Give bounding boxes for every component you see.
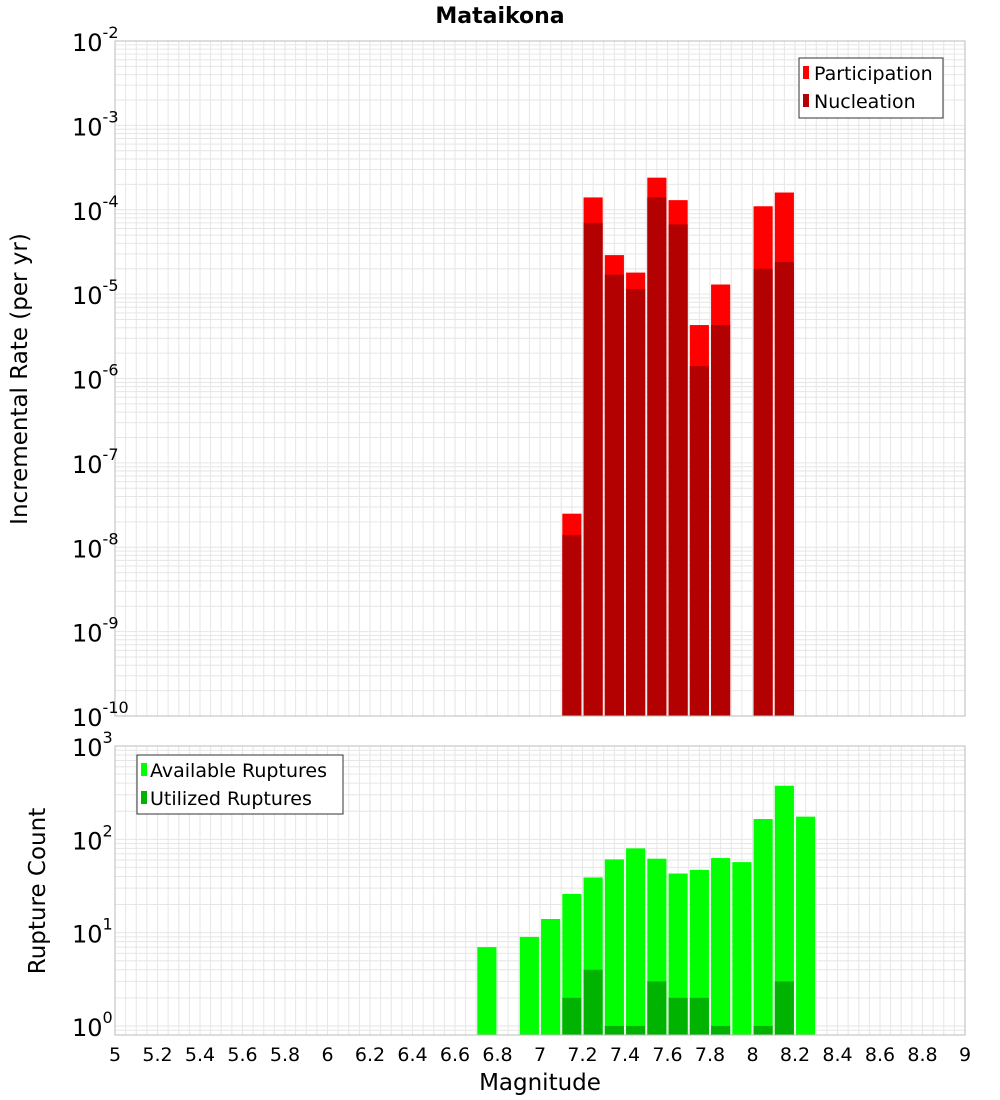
bar-available-ruptures-9: [689, 869, 709, 1035]
bottom-y-axis-label: Rupture Count: [25, 808, 51, 974]
x-tick-12: 7.4: [610, 1044, 640, 1066]
top-y-tick-1: 10-3: [72, 107, 119, 141]
bar-available-ruptures-10: [711, 858, 731, 1035]
bar-nucleation-7: [711, 325, 731, 716]
bar-nucleation-2: [604, 274, 624, 716]
x-tick-0: 5: [109, 1044, 121, 1066]
bottom-bars: [477, 785, 816, 1035]
bar-available-ruptures-1: [519, 936, 539, 1035]
bottom-y-tick-0: 103: [72, 728, 113, 762]
legend-label-participation: Participation: [814, 63, 933, 85]
bar-nucleation-1: [583, 222, 603, 716]
x-tick-15: 8: [746, 1044, 758, 1066]
x-axis-label: Magnitude: [479, 1070, 601, 1096]
bottom-y-tick-1: 102: [72, 821, 113, 855]
bar-nucleation-9: [774, 262, 794, 716]
legend-swatch-participation: [803, 66, 809, 79]
bar-utilized-ruptures-3: [626, 1025, 646, 1035]
legend-label-utilized: Utilized Ruptures: [150, 788, 312, 810]
x-tick-5: 6: [321, 1044, 333, 1066]
x-tick-18: 8.6: [865, 1044, 895, 1066]
bar-utilized-ruptures-1: [583, 969, 603, 1035]
bar-available-ruptures-13: [774, 785, 794, 1035]
bar-utilized-ruptures-0: [562, 997, 582, 1035]
top-bars: [562, 177, 794, 717]
chart-title: Mataikona: [435, 4, 564, 29]
bar-nucleation-6: [689, 366, 709, 716]
x-tick-3: 5.6: [227, 1044, 257, 1066]
top-y-tick-0: 10-2: [72, 23, 119, 57]
x-tick-6: 6.2: [355, 1044, 385, 1066]
top-plot-frame: [114, 40, 966, 717]
bar-utilized-ruptures-2: [604, 1025, 624, 1035]
x-tick-9: 6.8: [482, 1044, 512, 1066]
top-y-tick-5: 10-7: [72, 445, 119, 479]
x-tick-10: 7: [534, 1044, 546, 1066]
x-tick-labels: 5 5.2 5.4 5.6 5.8 6 6.2 6.4 6.6 6.8 7 7.2 7.4 7.6 7.8 8…: [109, 1044, 971, 1066]
bar-available-ruptures-8: [668, 873, 688, 1035]
bar-available-ruptures-12: [753, 819, 773, 1035]
top-grid: [114, 41, 966, 717]
x-tick-19: 8.8: [907, 1044, 937, 1066]
bottom-legend-box: [136, 754, 344, 815]
bottom-plot-panel: 103 102 101 100 Rupture Count Available Rup…: [25, 728, 966, 1042]
top-y-tick-2: 10-4: [72, 192, 119, 226]
top-y-axis-label: Incremental Rate (per yr): [7, 233, 33, 525]
x-tick-8: 6.6: [440, 1044, 470, 1066]
bar-utilized-ruptures-9: [774, 981, 794, 1035]
x-tick-14: 7.8: [695, 1044, 725, 1066]
top-y-tick-8: 10-10: [72, 698, 129, 732]
x-tick-7: 6.4: [397, 1044, 427, 1066]
bar-utilized-ruptures-8: [753, 1025, 773, 1035]
legend-label-nucleation: Nucleation: [814, 91, 916, 113]
bar-available-ruptures-6: [626, 848, 646, 1035]
x-tick-16: 8.2: [780, 1044, 810, 1066]
x-tick-17: 8.4: [822, 1044, 852, 1066]
bar-available-ruptures-5: [604, 859, 624, 1035]
legend-swatch-utilized: [141, 791, 147, 804]
x-tick-1: 5.2: [142, 1044, 172, 1066]
bar-utilized-ruptures-5: [668, 997, 688, 1035]
x-tick-13: 7.6: [652, 1044, 682, 1066]
bar-utilized-ruptures-6: [689, 997, 709, 1035]
legend-label-available: Available Ruptures: [150, 760, 327, 782]
top-y-tick-7: 10-9: [72, 614, 119, 648]
top-legend: Participation Nucleation: [798, 57, 944, 119]
x-tick-11: 7.2: [567, 1044, 597, 1066]
top-y-tick-6: 10-8: [72, 529, 119, 563]
bottom-y-tick-2: 101: [72, 915, 113, 949]
bottom-y-tick-3: 100: [72, 1008, 113, 1042]
top-legend-box: [798, 57, 944, 119]
top-plot-panel: 10-2 10-3 10-4 10-5 10-6 10-7 10-8 10-9 10-10 In…: [7, 23, 966, 732]
top-y-tick-3: 10-5: [72, 276, 119, 310]
bar-nucleation-3: [626, 289, 646, 716]
bottom-plot-frame: [114, 745, 966, 1036]
bar-available-ruptures-0: [477, 947, 497, 1035]
x-tick-4: 5.8: [270, 1044, 300, 1066]
legend-swatch-available: [141, 763, 147, 776]
bar-available-ruptures-11: [732, 862, 752, 1035]
top-y-tick-4: 10-6: [72, 361, 119, 395]
legend-swatch-nucleation: [803, 94, 809, 107]
bar-nucleation-5: [668, 224, 688, 717]
bar-nucleation-0: [562, 534, 582, 716]
bottom-legend: Available Ruptures Utilized Ruptures: [136, 754, 344, 815]
bar-utilized-ruptures-4: [647, 981, 667, 1035]
bottom-y-tick-labels: 103 102 101 100: [72, 728, 113, 1042]
x-tick-20: 9: [959, 1044, 971, 1066]
top-y-tick-labels: 10-2 10-3 10-4 10-5 10-6 10-7 10-8 10-9 10-10: [72, 23, 129, 732]
bar-utilized-ruptures-7: [711, 1025, 731, 1035]
bar-available-ruptures-14: [796, 816, 816, 1035]
bar-nucleation-4: [647, 197, 667, 717]
bar-available-ruptures-2: [541, 919, 561, 1035]
bar-nucleation-8: [753, 268, 773, 716]
x-tick-2: 5.4: [185, 1044, 215, 1066]
